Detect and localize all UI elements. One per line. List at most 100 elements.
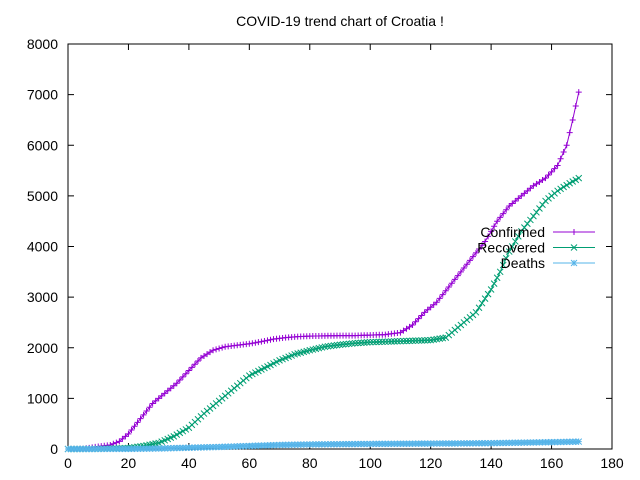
data-point bbox=[484, 290, 492, 298]
data-point bbox=[385, 338, 392, 345]
data-point bbox=[524, 220, 531, 228]
data-point bbox=[279, 441, 286, 449]
data-point bbox=[176, 444, 184, 452]
data-point bbox=[521, 224, 528, 231]
data-point bbox=[415, 440, 422, 448]
data-point bbox=[533, 208, 540, 216]
data-point bbox=[536, 439, 543, 446]
data-point bbox=[454, 440, 462, 447]
data-point bbox=[194, 358, 201, 365]
data-point bbox=[170, 444, 178, 452]
data-point bbox=[79, 445, 87, 453]
data-point bbox=[557, 438, 564, 446]
data-point bbox=[109, 445, 117, 453]
data-point bbox=[430, 440, 438, 447]
data-point bbox=[351, 339, 359, 347]
data-point bbox=[427, 440, 435, 447]
data-point bbox=[472, 308, 480, 316]
data-point bbox=[496, 268, 504, 276]
data-point bbox=[116, 445, 123, 453]
data-point bbox=[572, 176, 580, 184]
data-point bbox=[469, 439, 477, 447]
data-point bbox=[400, 337, 407, 345]
data-point bbox=[303, 441, 311, 448]
data-point bbox=[249, 442, 256, 450]
data-point bbox=[155, 445, 163, 452]
data-point bbox=[484, 439, 492, 447]
data-point bbox=[493, 439, 501, 447]
data-point bbox=[542, 438, 549, 446]
data-point bbox=[363, 339, 371, 346]
data-point bbox=[327, 440, 335, 448]
data-point bbox=[421, 440, 428, 447]
data-point bbox=[270, 441, 277, 449]
data-point bbox=[454, 272, 461, 279]
data-point bbox=[554, 438, 561, 446]
data-point bbox=[418, 312, 425, 319]
data-point bbox=[354, 339, 362, 347]
data-point bbox=[218, 443, 226, 451]
data-point bbox=[161, 444, 169, 452]
x-tick-label: 20 bbox=[121, 455, 137, 471]
data-point bbox=[179, 373, 186, 380]
data-point bbox=[197, 444, 205, 451]
data-point bbox=[569, 438, 577, 446]
data-point bbox=[506, 203, 513, 209]
data-point bbox=[527, 185, 534, 192]
data-point bbox=[424, 306, 431, 313]
data-point bbox=[421, 309, 428, 316]
data-point bbox=[366, 440, 374, 448]
data-point bbox=[560, 183, 567, 191]
data-point bbox=[152, 445, 159, 452]
x-tick-label: 140 bbox=[479, 455, 503, 471]
data-point bbox=[255, 339, 262, 346]
data-point bbox=[485, 233, 492, 240]
data-point bbox=[412, 318, 419, 325]
data-point bbox=[493, 274, 501, 282]
data-point bbox=[224, 443, 232, 451]
data-point bbox=[442, 287, 449, 294]
data-point bbox=[563, 142, 570, 149]
data-point bbox=[397, 440, 404, 448]
data-point bbox=[490, 280, 498, 287]
data-point bbox=[282, 441, 289, 449]
data-point bbox=[394, 337, 401, 345]
data-point bbox=[466, 440, 474, 447]
data-point bbox=[369, 338, 377, 346]
series-recovered bbox=[64, 174, 583, 453]
data-point bbox=[354, 440, 362, 448]
data-point bbox=[463, 261, 470, 268]
data-point bbox=[439, 440, 447, 447]
y-tick-label: 0 bbox=[50, 441, 58, 457]
data-point bbox=[246, 340, 253, 347]
data-point bbox=[333, 440, 341, 448]
data-point bbox=[291, 441, 299, 449]
y-tick-label: 5000 bbox=[27, 188, 58, 204]
data-point bbox=[570, 259, 578, 267]
data-point bbox=[457, 268, 464, 275]
data-point bbox=[267, 336, 274, 343]
data-point bbox=[212, 443, 220, 451]
data-point bbox=[539, 201, 546, 209]
data-point bbox=[406, 337, 413, 345]
data-point bbox=[430, 301, 437, 308]
data-point bbox=[375, 440, 383, 448]
data-point bbox=[149, 400, 156, 407]
data-point bbox=[70, 445, 78, 453]
data-point bbox=[557, 185, 564, 193]
data-point bbox=[551, 438, 558, 446]
data-point bbox=[442, 440, 450, 447]
data-point bbox=[191, 444, 199, 451]
data-point bbox=[385, 440, 392, 448]
data-point bbox=[131, 445, 138, 453]
data-point bbox=[336, 440, 344, 448]
data-point bbox=[146, 445, 153, 452]
data-point bbox=[409, 337, 416, 345]
data-point bbox=[497, 214, 504, 221]
data-point bbox=[388, 338, 395, 345]
data-point bbox=[542, 175, 549, 182]
data-point bbox=[487, 439, 495, 447]
data-point bbox=[64, 445, 72, 453]
data-point bbox=[475, 439, 483, 447]
data-point bbox=[563, 438, 571, 446]
